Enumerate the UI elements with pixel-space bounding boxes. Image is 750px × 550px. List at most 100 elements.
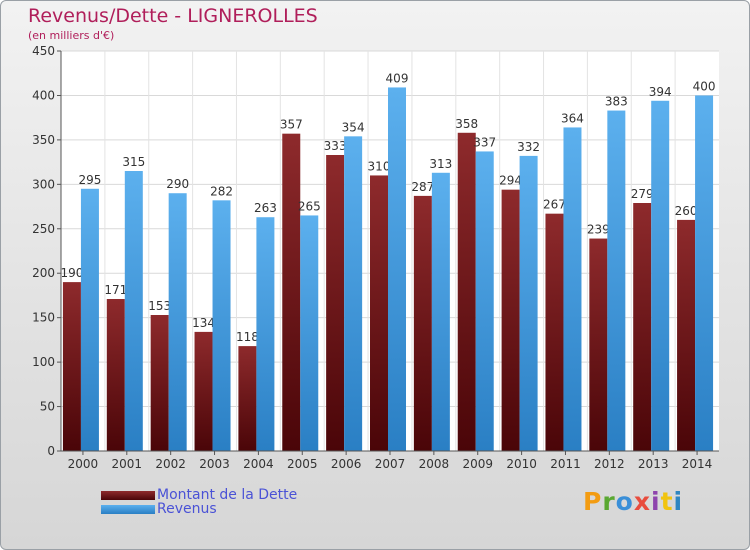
data-label: 287 [411, 180, 434, 194]
bar-debt [62, 282, 81, 451]
bar-revenus [124, 171, 143, 451]
x-tick-label: 2004 [243, 457, 274, 471]
x-tick-label: 2005 [287, 457, 318, 471]
legend-item-debt: Montant de la Dette [101, 487, 297, 503]
x-tick-label: 2013 [638, 457, 669, 471]
bar-debt [501, 189, 520, 451]
bar-revenus [212, 200, 231, 451]
bar-debt [589, 238, 608, 451]
bar-revenus [168, 193, 187, 451]
data-label: 295 [78, 173, 101, 187]
x-tick-label: 2012 [594, 457, 625, 471]
y-tick-label: 150 [32, 311, 55, 325]
data-label: 134 [192, 316, 215, 330]
data-label: 279 [631, 187, 654, 201]
legend-swatch-revenus [101, 504, 155, 514]
data-label: 394 [649, 85, 672, 99]
bar-debt [413, 195, 432, 451]
bars-layer: 190 295 171 315 153 290 134 282 118 263 357 265 333 3… [60, 71, 716, 452]
bar-revenus [256, 217, 275, 451]
data-label: 153 [148, 299, 171, 313]
bar-revenus [563, 127, 582, 451]
data-label: 409 [386, 71, 409, 85]
logo-letter: t [660, 487, 674, 516]
x-tick-label: 2014 [682, 457, 713, 471]
bar-debt [238, 346, 257, 451]
x-tick-label: 2011 [550, 457, 581, 471]
data-label: 171 [104, 283, 127, 297]
bar-debt [194, 331, 213, 451]
bar-debt [106, 299, 125, 451]
x-tick-label: 2003 [199, 457, 230, 471]
data-label: 315 [122, 155, 145, 169]
data-label: 357 [280, 118, 303, 132]
data-label: 282 [210, 184, 233, 198]
bar-debt [326, 155, 345, 451]
y-tick-label: 100 [32, 355, 55, 369]
data-label: 265 [298, 199, 321, 213]
proxiti-logo: Proxiti [583, 487, 683, 516]
y-tick-label: 250 [32, 222, 55, 236]
bar-revenus [344, 136, 363, 452]
bar-debt [150, 315, 169, 451]
data-label: 332 [517, 140, 540, 154]
legend-swatch-debt [101, 490, 155, 500]
data-label: 354 [342, 120, 365, 134]
legend-label-revenus: Revenus [157, 501, 217, 517]
data-label: 400 [693, 79, 716, 93]
x-tick-label: 2008 [419, 457, 450, 471]
logo-letter: P [583, 487, 603, 516]
bar-revenus [607, 110, 626, 452]
bar-revenus [300, 215, 319, 451]
y-tick-label: 50 [40, 400, 55, 414]
bar-debt [457, 132, 476, 451]
data-label: 310 [368, 159, 391, 173]
bar-revenus [80, 188, 99, 451]
data-label: 364 [561, 111, 584, 125]
axis-layer: 0 50 100 150 200 250 300 350 400 450 2000 2001 2002 2… [32, 44, 719, 471]
bar-debt [677, 219, 696, 451]
x-tick-label: 2001 [112, 457, 143, 471]
bar-debt [370, 175, 388, 451]
bar-revenus [475, 151, 494, 451]
data-label: 313 [429, 157, 452, 171]
data-label: 190 [60, 266, 83, 280]
data-label: 267 [543, 198, 566, 212]
data-label: 333 [324, 139, 347, 153]
legend-item-revenus: Revenus [101, 501, 217, 517]
data-label: 290 [166, 177, 189, 191]
data-label: 294 [499, 174, 522, 188]
data-label: 239 [587, 223, 610, 237]
logo-letter: o [615, 487, 634, 516]
data-label: 358 [455, 117, 478, 131]
x-tick-label: 2000 [68, 457, 99, 471]
bar-revenus [651, 100, 670, 452]
chart-title: Revenus/Dette - LIGNEROLLES [28, 5, 318, 27]
bar-debt [545, 213, 564, 451]
x-tick-label: 2010 [506, 457, 537, 471]
y-tick-label: 200 [32, 266, 55, 280]
logo-letter: i [651, 487, 661, 516]
bar-revenus [431, 172, 450, 451]
chart-subtitle: (en milliers d'€) [28, 29, 115, 42]
data-label: 263 [254, 201, 277, 215]
x-tick-label: 2009 [462, 457, 493, 471]
y-tick-label: 400 [32, 88, 55, 102]
data-label: 337 [473, 135, 496, 149]
bar-debt [633, 203, 652, 451]
data-label: 118 [236, 330, 259, 344]
y-tick-label: 350 [32, 133, 55, 147]
bar-debt [282, 133, 301, 451]
data-label: 383 [605, 95, 628, 109]
x-tick-label: 2002 [155, 457, 186, 471]
y-tick-label: 300 [32, 177, 55, 191]
x-tick-label: 2006 [331, 457, 362, 471]
bar-revenus [388, 87, 406, 451]
legend-label-debt: Montant de la Dette [157, 487, 298, 503]
logo-letter: r [602, 487, 616, 516]
y-tick-label: 450 [32, 44, 55, 58]
logo-letter: i [673, 487, 684, 516]
bar-revenus [519, 155, 538, 451]
